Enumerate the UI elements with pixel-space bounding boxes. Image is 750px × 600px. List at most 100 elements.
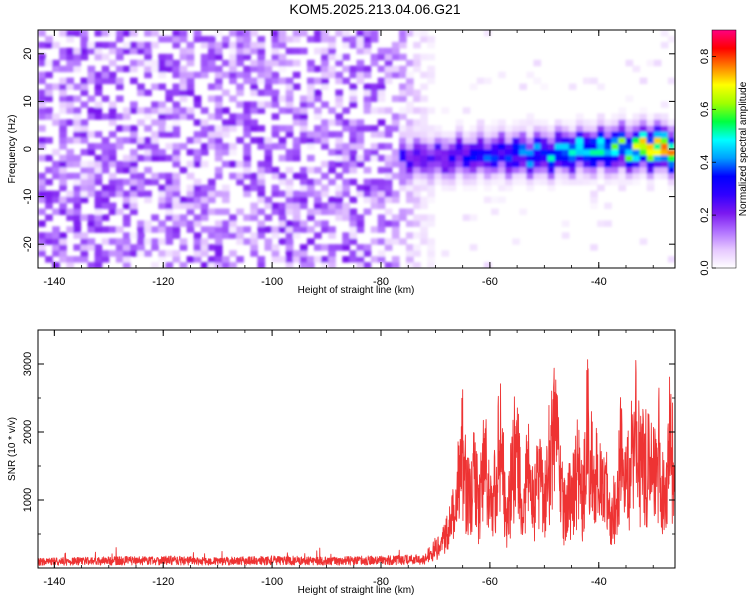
- spectrogram-cell: [236, 59, 244, 67]
- spectrogram-cell: [151, 137, 159, 144]
- spectrogram-cell: [101, 184, 110, 192]
- spectrogram-cell: [491, 131, 499, 138]
- spectrogram-cell: [108, 184, 117, 192]
- spectrogram-cell: [292, 83, 301, 90]
- spectrogram-cell: [80, 238, 89, 245]
- spectrogram-cell: [483, 154, 492, 162]
- spectrogram-cell: [214, 41, 223, 49]
- spectrogram-cell: [469, 244, 478, 251]
- spectrogram-cell: [137, 232, 145, 239]
- spectrogram-cell: [115, 65, 124, 73]
- spectrogram-cell: [667, 137, 675, 144]
- spectrogram-cell: [101, 250, 110, 257]
- spectrogram-cell: [52, 160, 60, 168]
- spectrogram-cell: [653, 119, 662, 126]
- spectrogram-cell: [540, 154, 549, 162]
- spectrogram-cell: [321, 131, 329, 138]
- spectrogram-cell: [434, 154, 443, 162]
- spectrogram-cell: [335, 196, 343, 204]
- spectrogram-cell: [179, 196, 188, 204]
- spectrogram-cell: [653, 125, 662, 132]
- spectrogram-cell: [462, 184, 471, 192]
- spectrogram-cell: [321, 226, 329, 233]
- spectrogram-cell: [101, 41, 110, 49]
- spectrogram-cell: [229, 59, 237, 67]
- spectrogram-cell: [73, 154, 82, 162]
- spectrogram-cell: [314, 208, 322, 215]
- spectrogram-cell: [186, 47, 195, 55]
- spectrogram-cell: [130, 196, 138, 204]
- spectrogram-cell: [427, 137, 435, 144]
- snr-background: [38, 330, 675, 568]
- spectrogram-cell: [328, 196, 336, 204]
- spectrogram-cell: [483, 149, 492, 156]
- spectrogram-cell: [87, 149, 96, 156]
- spectrogram-cell: [583, 178, 591, 186]
- spectrogram-cell: [38, 232, 46, 239]
- spectrogram-cell: [611, 137, 619, 144]
- spectrogram-cell: [377, 250, 386, 257]
- spectrogram-cell: [158, 238, 166, 245]
- spectrogram-cell: [243, 41, 251, 49]
- spectrogram-cell: [292, 30, 301, 37]
- spectrogram-cell: [335, 143, 343, 150]
- spectrogram-cell: [413, 125, 421, 132]
- spectrogram-cell: [236, 172, 244, 180]
- spectrogram-cell: [377, 184, 386, 192]
- spectrogram-xtick-label: -60: [482, 276, 498, 288]
- spectrogram-cell: [257, 89, 266, 96]
- spectrogram-cell: [427, 256, 435, 263]
- spectrogram-cell: [172, 101, 181, 108]
- spectrogram-cell: [519, 208, 527, 215]
- spectrogram-cell: [406, 154, 414, 162]
- spectrogram-cell: [172, 172, 181, 180]
- spectrogram-cell: [292, 36, 301, 43]
- spectrogram-cell: [257, 125, 266, 132]
- spectrogram-cell: [59, 143, 67, 150]
- spectrogram-cell: [151, 101, 159, 108]
- spectrogram-cell: [158, 149, 166, 156]
- spectrogram-cell: [561, 154, 570, 162]
- spectrogram-cell: [370, 53, 379, 61]
- spectrogram-cell: [45, 166, 53, 174]
- spectrogram-cell: [632, 149, 641, 156]
- spectrogram-cell: [66, 65, 74, 73]
- spectrogram-cell: [597, 137, 605, 144]
- spectrogram-cell: [568, 125, 577, 132]
- spectrogram-cell: [214, 125, 223, 132]
- spectrogram-cell: [158, 53, 166, 61]
- spectrogram-cell: [406, 149, 414, 156]
- spectrogram-cell: [653, 160, 662, 168]
- spectrogram-cell: [526, 149, 535, 156]
- spectrogram-cell: [611, 178, 619, 186]
- spectrogram-cell: [229, 143, 237, 150]
- spectrogram-cell: [115, 250, 124, 257]
- spectrogram-cell: [108, 250, 117, 257]
- spectrogram-cell: [646, 178, 655, 186]
- spectrogram-cell: [115, 160, 124, 168]
- spectrogram-cell: [413, 137, 421, 144]
- spectrogram-cell: [384, 59, 393, 67]
- spectrogram-cell: [406, 250, 414, 257]
- spectrogram-cell: [214, 77, 223, 85]
- spectrogram-cell: [38, 154, 46, 162]
- spectrogram-cell: [356, 30, 365, 37]
- spectrogram-cell: [101, 71, 110, 79]
- spectrogram-cell: [455, 149, 464, 156]
- spectrogram-cell: [257, 53, 266, 61]
- spectrogram-cell: [151, 226, 159, 233]
- spectrogram-cell: [122, 214, 131, 221]
- spectrogram-cell: [391, 262, 400, 268]
- spectrogram-cell: [667, 149, 675, 156]
- spectrogram-cell: [94, 208, 103, 215]
- spectrogram-cell: [335, 149, 343, 156]
- spectrogram-xtick-label: -100: [261, 276, 283, 288]
- spectrogram-cell: [314, 77, 322, 85]
- spectrogram-cell: [377, 202, 386, 210]
- spectrogram-cell: [137, 172, 145, 180]
- spectrogram-cell: [186, 256, 195, 263]
- spectrogram-cell: [391, 214, 400, 221]
- spectrogram-cell: [618, 172, 627, 180]
- spectrogram-cell: [427, 36, 435, 43]
